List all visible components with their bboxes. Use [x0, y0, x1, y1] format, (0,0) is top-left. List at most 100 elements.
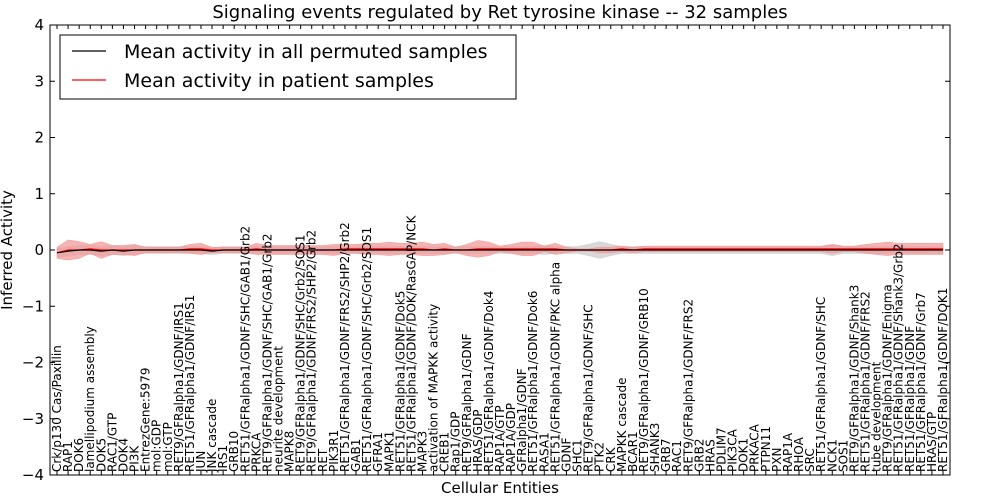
category-label: PIK3R1 [327, 430, 341, 472]
y-tick-label: −3 [22, 410, 44, 428]
y-tick-label: 2 [34, 129, 44, 147]
category-label: RAP1A [781, 432, 795, 472]
y-tick-label: 1 [34, 185, 44, 203]
category-label: NCK1 [825, 439, 839, 472]
category-label: RET51/GFRalpha1/GDNF/PKC alpha [548, 262, 562, 472]
category-label: RET9/GFRalpha1/GDNF/SHC [582, 304, 596, 472]
category-label: GAB1 [349, 439, 363, 472]
y-tick-label: −4 [22, 466, 44, 484]
category-label: GRB7 [659, 438, 673, 472]
category-label: Rap1/GDP [449, 412, 463, 473]
category-label: PIK3CA [726, 428, 740, 472]
category-label: RET51/GFRalpha1/GDNF/Dok6 [526, 291, 540, 472]
category-label: RET [316, 448, 330, 472]
category-label: HRAS/GTP [925, 412, 939, 472]
category-label: mol:GDP [150, 420, 164, 472]
category-label: PTPN11 [759, 426, 773, 472]
category-label: RET51/GFRalpha1/GDNF/FRS2/SHP2/Grb2 [338, 222, 352, 472]
category-label: RET9/GFRalpha1/GDNF [460, 333, 474, 472]
category-labels: Crk/p130 Cas/PaxillinRAP1DOK6lamellipodi… [50, 214, 950, 473]
category-label: RET51/GFRalpha1/GDNF/SHC/Grb2/SOS1 [360, 227, 374, 472]
legend-label-permuted: Mean activity in all permuted samples [124, 41, 487, 63]
patient-mean-line [56, 248, 943, 254]
category-label: JUN [194, 451, 208, 473]
y-tick-label: 0 [34, 241, 44, 259]
category-label: PXN [770, 448, 784, 472]
category-label: RET51/GFRalpha1/GDNF/FRS2 [858, 291, 872, 472]
y-axis-ticks: −4 −3 −2 −1 0 1 2 3 4 [22, 16, 950, 484]
y-tick-label: −1 [22, 297, 44, 315]
y-axis-title: Inferred Activity [0, 190, 16, 310]
category-label: BCAR1 [626, 431, 640, 472]
category-label: CRK [604, 446, 618, 472]
category-label: DOK1 [737, 438, 751, 472]
category-label: RET51/GFRalpha1/GDNF/DOK/RasGAP/NCK [404, 214, 418, 472]
category-label: RET51/GFRalpha1/GDNF/DOK1 [936, 288, 950, 472]
x-axis-title: Cellular Entities [441, 479, 559, 497]
category-label: PDLIM7 [715, 427, 729, 472]
category-label: RET9/GFRalpha1/GDNF/FRS2 [681, 299, 695, 472]
y-tick-label: 3 [34, 72, 44, 90]
category-label: RET9/GFRalpha1/GDNF/Shank3 [847, 285, 861, 472]
category-label: SRC [803, 448, 817, 472]
category-label: PRKCA [249, 432, 263, 472]
category-label: RET9/GFRalpha1/GDNF/IRS1 [172, 302, 186, 472]
category-label: PRKACA [748, 423, 762, 472]
category-label: EntrezGene:5979 [139, 368, 153, 473]
category-label: GFRA1 [371, 432, 385, 472]
category-label: RET9/GFRalpha1/GDNF/GRB10 [637, 288, 651, 472]
category-label: DOK5 [94, 438, 108, 472]
chart-title: Signaling events regulated by Ret tyrosi… [212, 2, 787, 23]
category-label: RET51/GFRalpha1/GDNF/Grb7 [914, 292, 928, 472]
category-label: RET9/GFRalpha1/GDNF/Enigma [881, 284, 895, 472]
category-label: RET51/GFRalpha1/GDNF/SHC/GAB1/Grb2 [238, 226, 252, 472]
category-label: IRS1 [216, 445, 230, 472]
category-label: SOS1 [836, 440, 850, 472]
legend-box [59, 34, 517, 100]
category-label: activation of MAPKK activity [427, 304, 441, 472]
category-label: RAP1A/GTP [493, 405, 507, 472]
category-label: MAPK1 [382, 431, 396, 472]
category-label: RET9/GFRalpha1/GDNF/SHC/Grb2/SOS1 [294, 234, 308, 472]
category-label: RAC1/GTP [105, 413, 119, 472]
category-label: RET51/GFRalpha1/GDNF/IRS1 [183, 295, 197, 472]
plot-frame [49, 24, 951, 476]
category-label: GRB2 [692, 438, 706, 472]
category-label: tube development [870, 361, 884, 472]
category-label: DOK6 [72, 438, 86, 472]
legend-label-patient: Mean activity in patient samples [124, 70, 434, 92]
category-label: RET9/GFRalpha1/GDNF/FRS2/SHP2/Grb2 [305, 230, 319, 472]
category-label: GDNF [559, 437, 573, 472]
category-label: DOK4 [116, 438, 130, 472]
category-label: JNK cascade [205, 399, 219, 473]
category-label: MAPKK cascade [615, 377, 629, 472]
category-label: SHC1 [571, 439, 585, 472]
x-axis-ticks [56, 25, 944, 475]
category-label: RET51/GFRalpha1/GDNF [903, 326, 917, 472]
permuted-mean-line [56, 249, 943, 254]
category-label: PTK2 [593, 442, 607, 472]
category-label: SHANK3 [648, 423, 662, 472]
category-label: GRB10 [227, 431, 241, 472]
category-label: RHOA [792, 436, 806, 472]
y-tick-label: 4 [34, 16, 44, 34]
category-label: CREB1 [438, 432, 452, 472]
category-label: MAPK8 [283, 431, 297, 472]
category-label: RAP1 [61, 441, 75, 472]
category-label: lamellipodium assembly [83, 326, 97, 472]
category-label: RAP1A/GDP [504, 403, 518, 472]
category-label: RET9/GFRalpha1/GDNF/SHC/GAB1/Grb2 [260, 233, 274, 472]
series-lines [56, 248, 943, 254]
category-label: RET51/GFRalpha1/GDNF/Dok4 [482, 291, 496, 472]
legend: Mean activity in all permuted samples Me… [59, 34, 517, 100]
y-tick-label: −2 [22, 354, 44, 372]
category-label: neurite development [272, 346, 286, 472]
category-label: GFRalpha1/GDNF [515, 368, 529, 472]
category-label: PI3K [128, 445, 142, 472]
category-label: MAPK3 [415, 431, 429, 472]
category-label: mol:GTP [161, 422, 175, 472]
category-label: RET51/GFRalpha1/GDNF/Shank3/Grb2 [892, 243, 906, 472]
category-label: RASA1 [537, 432, 551, 472]
category-label: RAC1 [670, 440, 684, 472]
